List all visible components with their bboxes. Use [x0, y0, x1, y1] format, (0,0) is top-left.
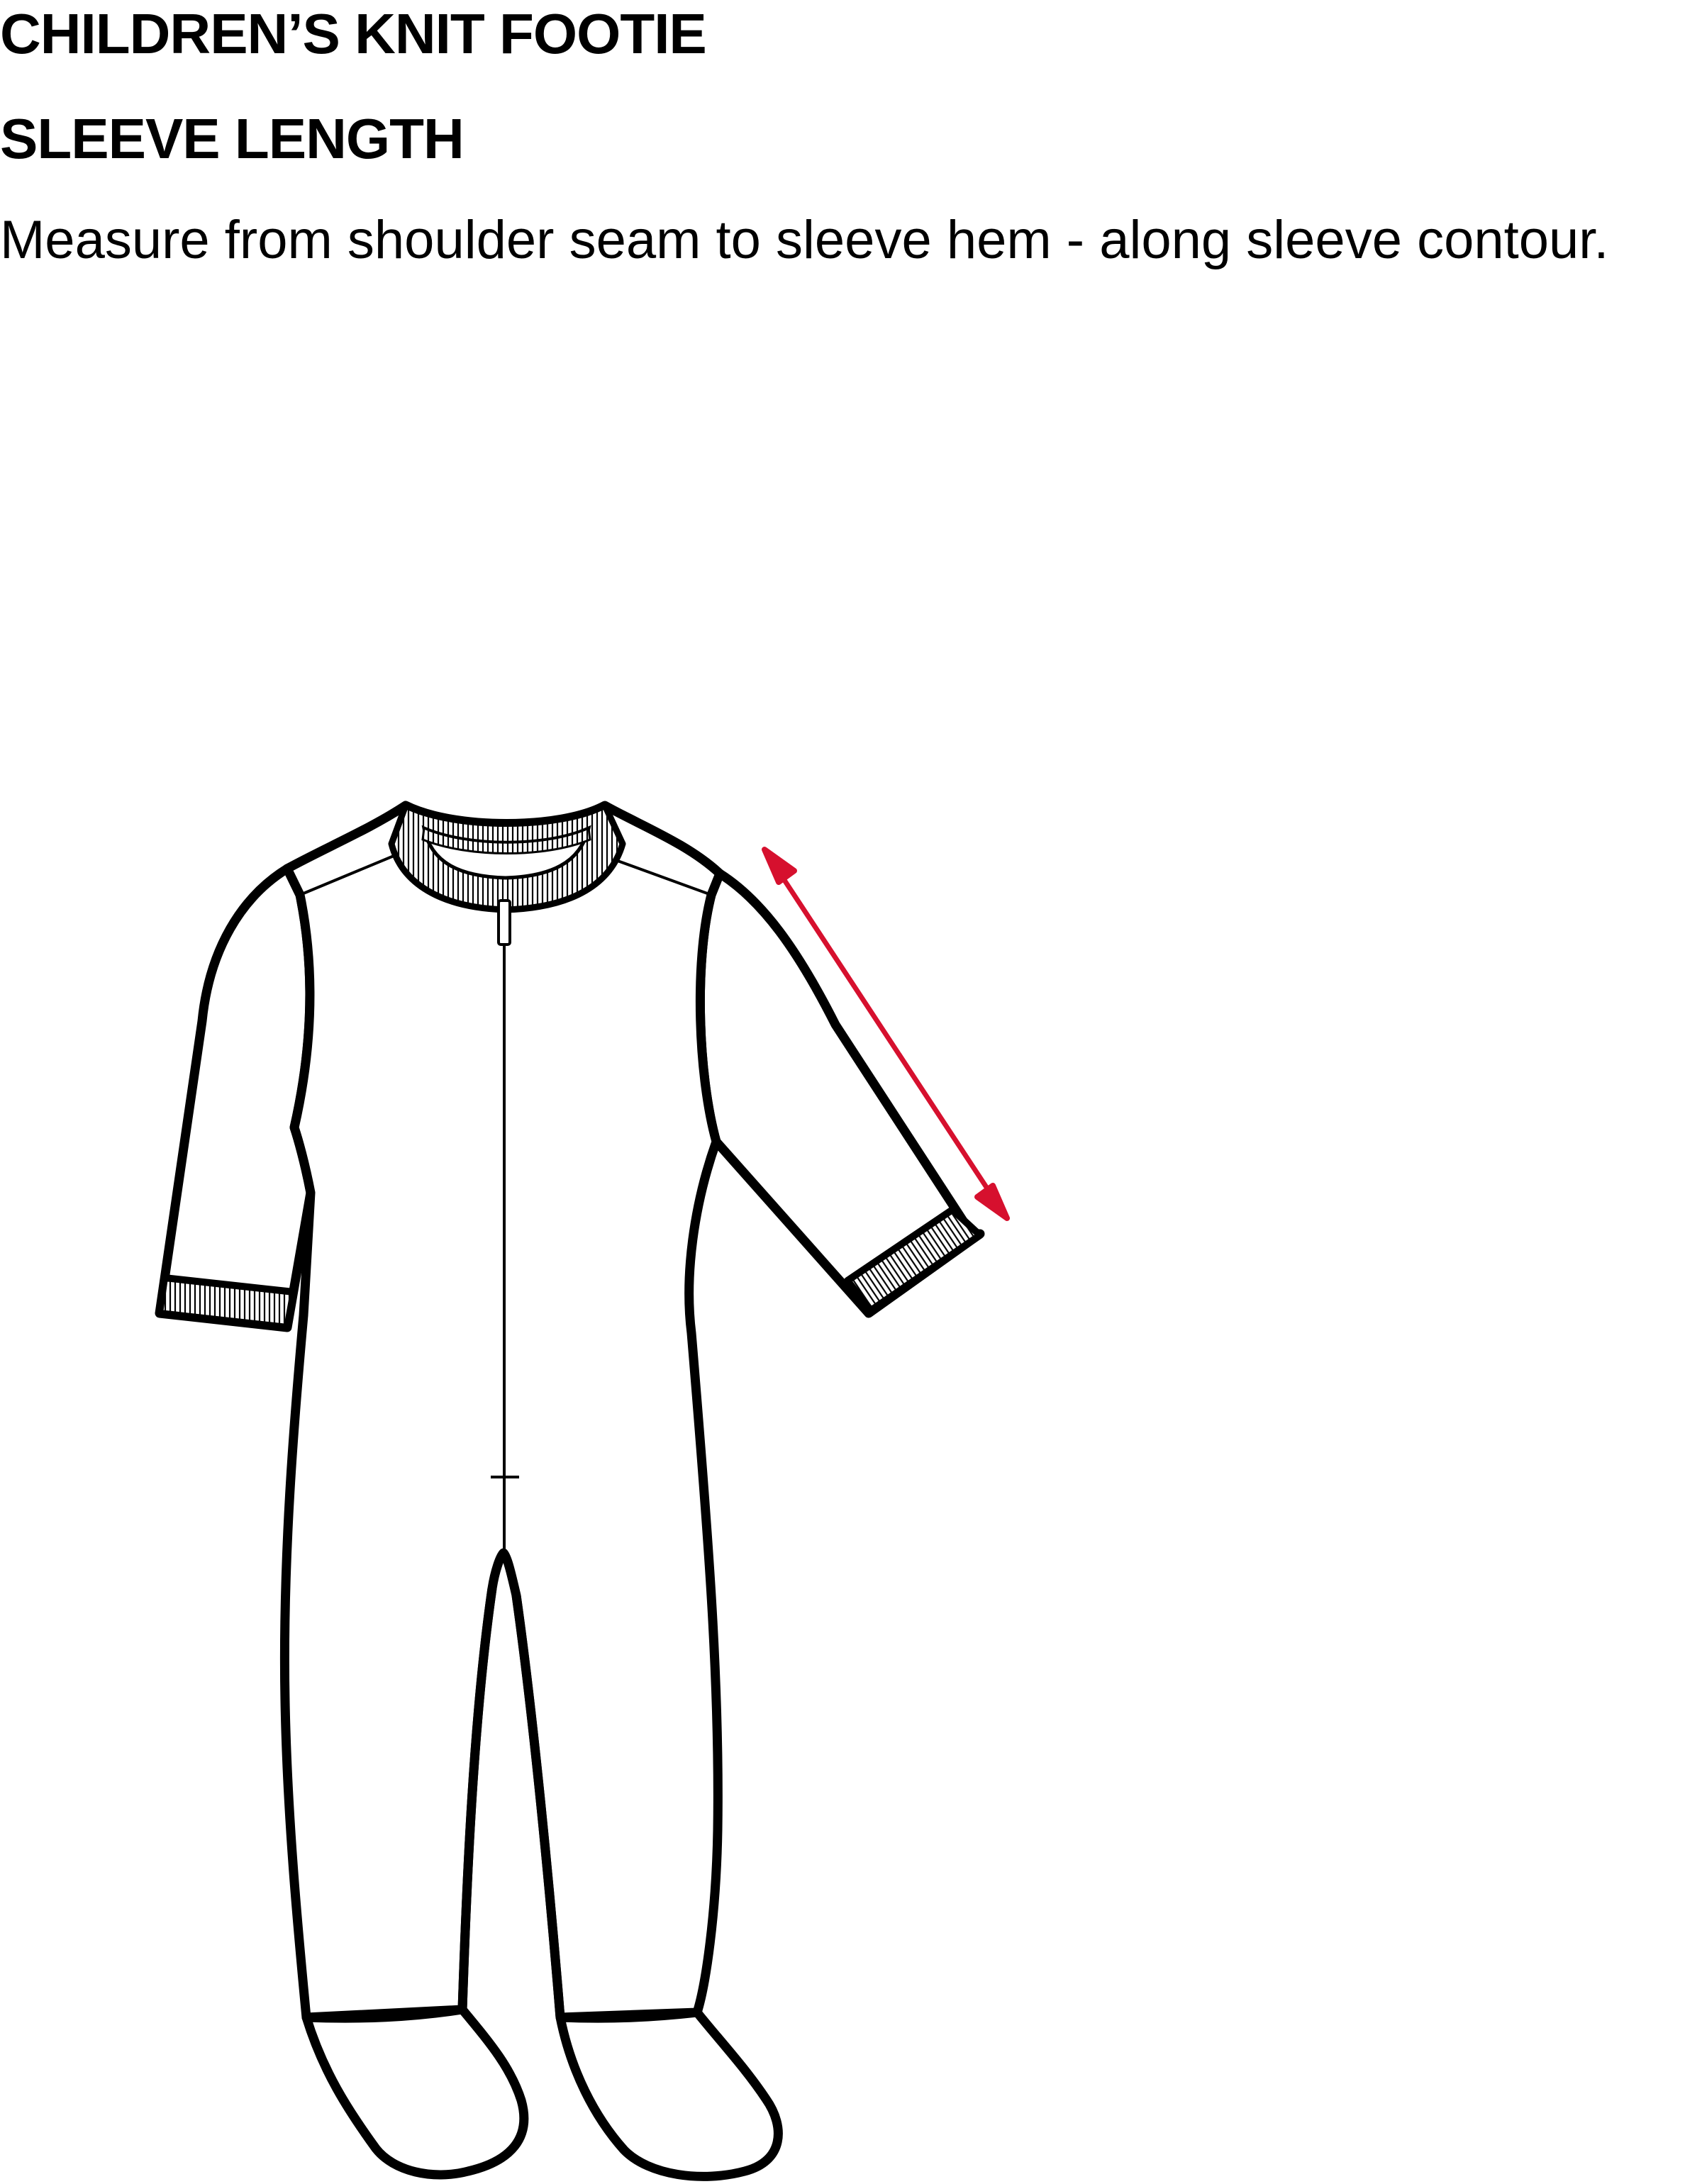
- zipper-pull: [497, 899, 511, 946]
- left-cuff: [156, 1274, 297, 1331]
- double-headed-arrow-icon: [762, 847, 1010, 1221]
- right-inseam: [511, 1595, 565, 2018]
- left-foot: [301, 2005, 529, 2180]
- left-ankle-seam: [306, 2008, 463, 2019]
- footie-garment-icon: [155, 801, 985, 2181]
- left-inseam: [457, 1588, 497, 2010]
- right-ankle-seam: [560, 2011, 698, 2019]
- garment-body: [279, 801, 725, 2022]
- right-cuff: [844, 1206, 984, 1314]
- right-shoulder-seam: [609, 857, 712, 896]
- right-foot: [555, 2007, 783, 2181]
- measurement-instructions: Measure from shoulder seam to sleeve hem…: [0, 210, 1609, 270]
- left-shoulder-seam: [299, 853, 398, 896]
- left-sleeve: [155, 864, 316, 1332]
- page-title: CHILDREN’S KNIT FOOTIE: [0, 2, 707, 65]
- measurement-name: SLEEVE LENGTH: [0, 107, 465, 170]
